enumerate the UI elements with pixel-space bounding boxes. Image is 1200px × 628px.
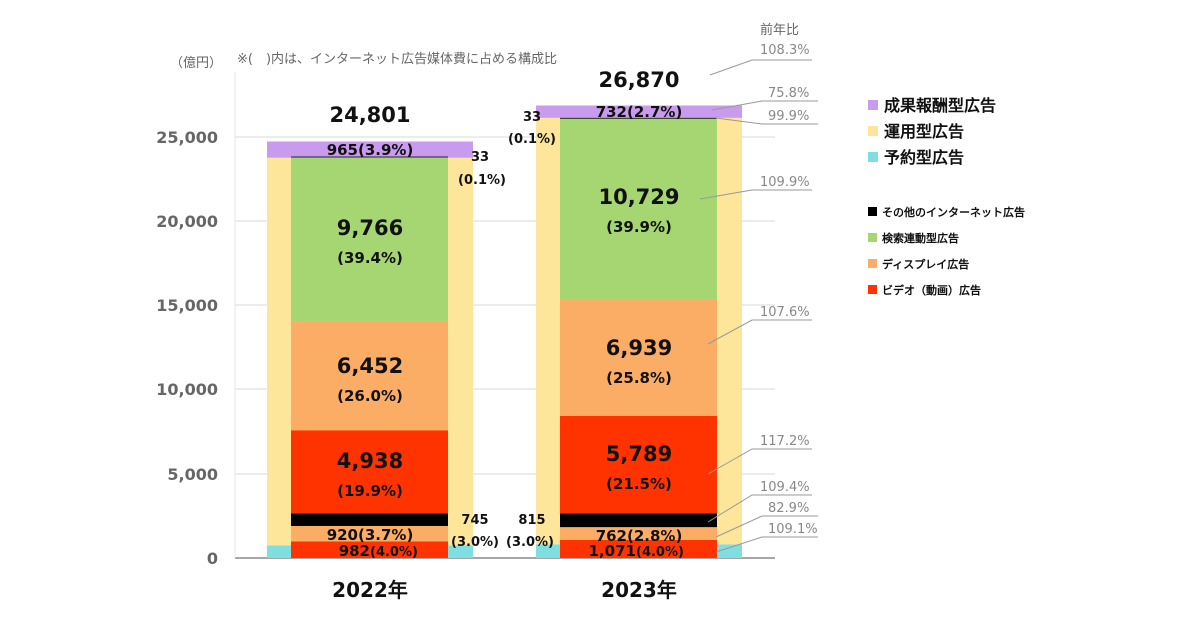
legend-swatch-other — [868, 207, 877, 216]
legend-label-video: ビデオ（動画）広告 — [882, 283, 981, 297]
yoy-small-display: 82.9% — [768, 501, 809, 516]
label-2022-seika: 965(3.9%) — [327, 141, 414, 159]
label-2023-display-value: 6,939 — [606, 336, 672, 360]
legend-label-unyo: 運用型広告 — [884, 122, 964, 141]
legend-label-search: 検索連動型広告 — [882, 231, 959, 245]
yoy-header: 前年比 — [760, 22, 799, 38]
label-2023-video-pct: (21.5%) — [606, 475, 672, 493]
ytick-25000: 25,000 — [156, 128, 218, 147]
ytick-5000: 5,000 — [167, 465, 218, 484]
legend: 成果報酬型広告 運用型広告 予約型広告 その他のインターネット広告 検索連動型広… — [868, 96, 1025, 297]
legend-label-display: ディスプレイ広告 — [882, 257, 969, 271]
ytick-15000: 15,000 — [156, 296, 218, 315]
legend-swatch-display — [868, 259, 877, 268]
label-2022-video-value: 4,938 — [337, 449, 403, 473]
label-2023-yoyaku-pct: (3.0%) — [506, 535, 554, 550]
yoy-search: 109.9% — [760, 175, 810, 190]
label-2022-display-pct: (26.0%) — [337, 387, 403, 405]
bar-inner-1-1 — [560, 527, 717, 540]
bar-inner-1-4 — [560, 299, 717, 416]
yoy-total: 108.3% — [760, 43, 810, 58]
label-2023-display-pct: (25.8%) — [606, 369, 672, 387]
bar-inner-1-5 — [560, 118, 717, 300]
legend-label-yoyaku: 予約型広告 — [884, 148, 964, 167]
legend-swatch-search — [868, 233, 877, 242]
label-2022-small-video-pct: (4.0%) — [370, 545, 418, 560]
label-2023-yoyaku-value: 815 — [518, 513, 545, 528]
bar-inner-0-5 — [291, 157, 448, 322]
yoy-unyo: 99.9% — [768, 109, 809, 124]
label-2022-small-display: 920(3.7%) — [327, 526, 414, 544]
yoy-display: 107.6% — [760, 305, 810, 320]
yoy-video: 117.2% — [760, 434, 810, 449]
yoy-small-video: 109.1% — [768, 522, 818, 537]
leader-search — [699, 189, 812, 200]
label-2022-display-value: 6,452 — [337, 354, 403, 378]
label-2023-small-display: 762(2.8%) — [596, 527, 683, 545]
ytick-0: 0 — [207, 549, 218, 568]
bar-inner-0-0 — [291, 541, 448, 558]
label-2022-video-pct: (19.9%) — [337, 482, 403, 500]
label-2023-video-value: 5,789 — [606, 442, 672, 466]
label-2023-small-video-value: 1,071 — [589, 542, 636, 560]
label-2023-seika: 732(2.7%) — [596, 103, 683, 121]
bar-inner-1-2 — [560, 513, 717, 528]
bar-inner-0-6 — [291, 156, 448, 158]
bar-inner-1-3 — [560, 415, 717, 514]
unit-label: （億円） — [170, 55, 222, 71]
xlabel-2023: 2023年 — [601, 578, 677, 602]
label-2022-yoyaku-value: 745 — [461, 513, 488, 528]
leader-display — [707, 319, 812, 345]
yoy-labels: 108.3% 75.8% 99.9% 109.9% 107.6% 117.2% … — [760, 43, 818, 537]
ytick-10000: 10,000 — [156, 380, 218, 399]
bar-inner-0-1 — [291, 525, 448, 542]
leader-small-display — [715, 515, 818, 538]
label-2022-search-value: 9,766 — [337, 216, 403, 240]
leader-unyo — [715, 117, 818, 125]
legend-swatch-unyo — [868, 126, 878, 136]
legend-swatch-video — [868, 285, 877, 294]
leader-total — [709, 59, 812, 76]
bar-outer-1-2 — [536, 105, 742, 118]
leader-other — [707, 494, 812, 523]
label-2023-search-pct: (39.9%) — [606, 218, 672, 236]
bar-inner-0-4 — [291, 321, 448, 431]
chart-note: ※( )内は、インターネット広告媒体費に占める構成比 — [237, 51, 557, 67]
total-2023: 26,870 — [598, 68, 679, 92]
legend-swatch-seika — [868, 100, 878, 110]
label-2022-small-video-value: 982 — [339, 542, 370, 560]
label-2022-other-value: 33 — [471, 150, 489, 165]
label-2022-yoyaku-pct: (3.0%) — [451, 535, 499, 550]
legend-label-other: その他のインターネット広告 — [882, 205, 1025, 219]
labels-2022: 965(3.9%) 9,766 (39.4%) 6,452 (26.0%) 4,… — [327, 141, 506, 560]
label-2022-other-pct: (0.1%) — [458, 173, 506, 188]
label-2023-other-pct: (0.1%) — [508, 132, 556, 147]
leader-small-video — [715, 536, 818, 553]
bars-group — [267, 105, 742, 558]
legend-swatch-yoyaku — [868, 152, 878, 162]
label-2022-search-pct: (39.4%) — [337, 249, 403, 267]
ytick-20000: 20,000 — [156, 212, 218, 231]
legend-label-seika: 成果報酬型広告 — [884, 96, 996, 115]
label-2023-other-value: 33 — [523, 110, 541, 125]
leader-video — [707, 448, 812, 475]
yoy-other: 109.4% — [760, 480, 810, 495]
leader-seika — [711, 100, 818, 111]
yoy-seika: 75.8% — [768, 86, 809, 101]
yoy-leader-lines — [699, 59, 818, 553]
labels-2023: 732(2.7%) 10,729 (39.9%) 6,939 (25.8%) 5… — [506, 103, 684, 560]
bar-inner-0-3 — [291, 430, 448, 514]
total-2022: 24,801 — [329, 103, 410, 127]
bar-outer-0-2 — [267, 141, 473, 158]
xlabel-2022: 2022年 — [332, 578, 408, 602]
bar-inner-0-2 — [291, 513, 448, 526]
label-2023-search-value: 10,729 — [598, 185, 679, 209]
y-axis-ticks: 0 5,000 10,000 15,000 20,000 25,000 — [156, 128, 218, 568]
bar-inner-1-6 — [560, 117, 717, 119]
label-2023-small-video-pct: (4.0%) — [636, 545, 684, 560]
bar-inner-1-0 — [560, 539, 717, 558]
